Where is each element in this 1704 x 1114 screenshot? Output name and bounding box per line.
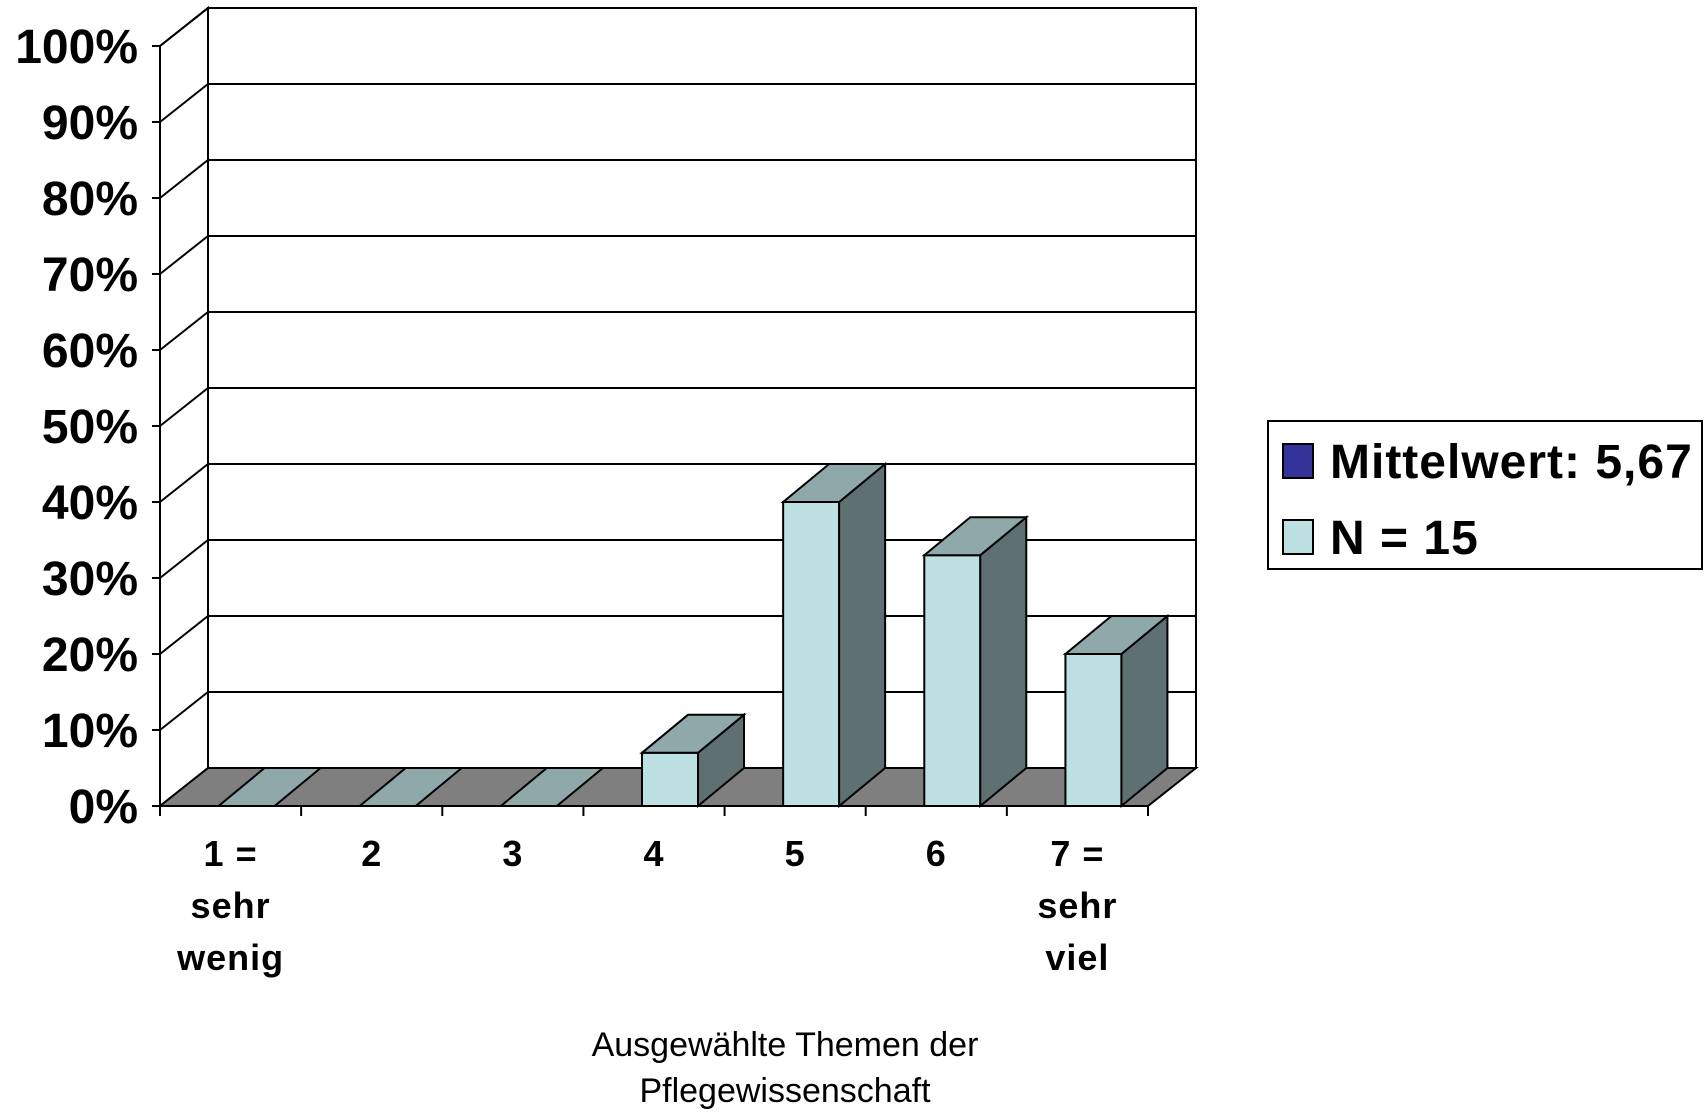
x-tick-label: 6	[926, 833, 947, 874]
y-tick-label: 20%	[42, 629, 138, 682]
y-tick-label: 40%	[42, 477, 138, 530]
bar-front	[923, 554, 982, 808]
x-tick-label: 5	[785, 833, 806, 874]
bar-top	[215, 767, 324, 807]
x-tick-label-line: 7 =	[1050, 833, 1104, 874]
legend-box	[1267, 420, 1703, 570]
legend-label: Mittelwert: 5,67	[1330, 436, 1693, 489]
y-tick-label: 50%	[42, 401, 138, 454]
x-tick-label-line: wenig	[176, 937, 284, 978]
bar-top	[921, 516, 1030, 557]
y-tick-label: 100%	[15, 21, 138, 74]
x-tick-label-line: 1 =	[204, 833, 258, 874]
y-tick-label: 90%	[42, 97, 138, 150]
x-tick-label-line: 6	[926, 833, 947, 874]
x-tick-label: 4	[643, 833, 664, 874]
x-tick-label-line: sehr	[1037, 885, 1117, 926]
legend: Mittelwert: 5,67 N = 15	[1267, 420, 1703, 570]
legend-swatch	[1282, 519, 1314, 555]
x-axis-title-line: Ausgewählte Themen der	[592, 1026, 979, 1064]
gridline	[159, 235, 1196, 275]
bar-top	[356, 767, 465, 807]
bar	[498, 767, 606, 807]
x-tick-label: 3	[502, 833, 523, 874]
y-tick-label: 70%	[42, 249, 138, 302]
bar	[780, 461, 888, 809]
x-tick-label-line: 5	[785, 833, 806, 874]
bar-top	[498, 767, 606, 807]
bar-front	[641, 751, 699, 807]
bar-side	[838, 461, 887, 809]
y-tick-label: 0%	[69, 781, 138, 834]
x-tick-label: 1 = sehr wenig	[176, 833, 284, 978]
bar	[639, 712, 747, 809]
x-tick-label-line: 2	[361, 833, 382, 874]
gridline	[159, 387, 1196, 427]
x-tick-label-line: 4	[643, 833, 664, 874]
gridline	[159, 159, 1196, 199]
bar-top	[1062, 615, 1171, 655]
gridline	[159, 83, 1196, 123]
bar-front	[1064, 653, 1123, 807]
bar	[356, 767, 465, 807]
y-tick-label: 80%	[42, 173, 138, 226]
bar-front	[782, 501, 841, 807]
bar-top	[780, 463, 888, 503]
bar	[215, 767, 324, 807]
gridline	[159, 7, 1196, 47]
y-tick-label: 30%	[42, 553, 138, 606]
bar-top	[639, 713, 747, 754]
x-tick-label-line: 3	[502, 833, 523, 874]
legend-swatch	[1282, 443, 1314, 479]
x-axis-title: Ausgewählte Themen der Pflegewissenschaft	[592, 1026, 979, 1109]
gridline	[159, 311, 1196, 351]
legend-label: N = 15	[1330, 512, 1479, 565]
bar	[1062, 613, 1171, 809]
bar	[921, 515, 1030, 809]
x-tick-label: 2	[361, 833, 382, 874]
x-tick-label-line: viel	[1045, 937, 1109, 978]
x-tick-label-line: sehr	[191, 885, 271, 926]
x-tick-label: 7 = sehr viel	[1037, 833, 1117, 978]
y-tick-label: 10%	[42, 705, 138, 758]
x-axis-title-line: Pflegewissenschaft	[639, 1072, 931, 1109]
y-tick-label: 60%	[42, 325, 138, 378]
bar-side	[979, 515, 1028, 809]
